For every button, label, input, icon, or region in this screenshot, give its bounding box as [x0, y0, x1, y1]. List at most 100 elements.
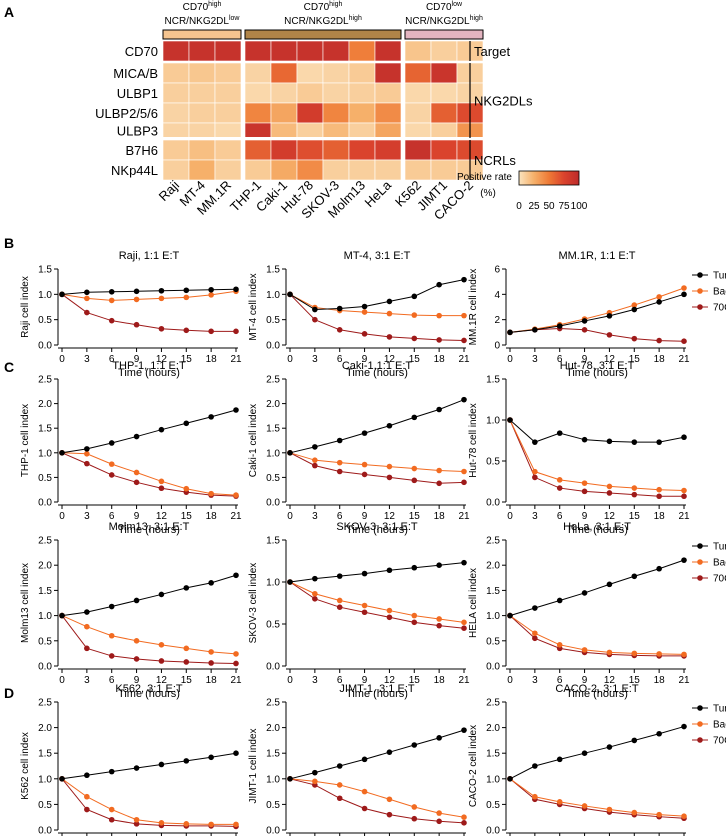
data-point-car [84, 645, 90, 652]
data-point-tumor [59, 612, 65, 619]
y-axis-label: JIMT-1 cell index [248, 728, 259, 803]
y-tick-label: 1.5 [38, 265, 52, 276]
data-point-backbone [108, 297, 115, 304]
data-point-car [436, 480, 442, 487]
y-tick-label: 2.5 [486, 698, 500, 709]
heatmap-cell [270, 102, 298, 124]
data-point-car [681, 493, 687, 500]
x-tick-label: 21 [230, 675, 242, 686]
y-tick-label: 2.5 [266, 698, 280, 709]
x-tick-label: 6 [337, 675, 343, 686]
group-label-line2: NCR/NKG2DLhigh [284, 15, 362, 27]
data-point-tumor [108, 603, 115, 610]
data-point-car [556, 485, 563, 491]
data-point-backbone [386, 796, 393, 803]
y-tick-label: 0.0 [486, 662, 500, 673]
y-tick-label: 1.5 [486, 586, 500, 597]
heatmap-cell [270, 40, 298, 62]
heatmap-cell [430, 62, 458, 84]
heatmap-cell [188, 122, 216, 139]
heatmap-cell [270, 82, 298, 104]
x-axis-label: Time (hours) [346, 367, 408, 379]
y-tick-label: 0.0 [266, 341, 280, 352]
data-point-tumor [532, 327, 538, 333]
heatmap-cell [162, 62, 190, 84]
data-point-car [436, 622, 442, 629]
data-point-backbone [436, 312, 442, 319]
x-tick-label: 6 [337, 354, 343, 365]
data-point-tumor [183, 287, 190, 294]
x-tick-label: 6 [557, 675, 563, 686]
x-tick-label: 18 [206, 354, 218, 365]
data-point-car [461, 337, 467, 344]
chart-title: CACO-2, 3:1 E:T [555, 683, 638, 695]
data-point-tumor [631, 573, 638, 580]
y-tick-label: 0.0 [266, 662, 280, 673]
x-tick-label: 18 [434, 675, 446, 686]
data-point-tumor [233, 750, 239, 756]
data-point-backbone [208, 649, 214, 655]
data-point-tumor [233, 572, 239, 579]
data-point-car [581, 488, 588, 495]
chart-title: THP-1, 1:1 E:T [112, 360, 186, 372]
chart-title: Hut-78, 3:1 E:T [560, 360, 635, 372]
y-tick-label: 1.5 [266, 536, 280, 547]
x-tick-label: 9 [582, 511, 588, 522]
heatmap-cell [374, 62, 402, 84]
chart-title: Raji, 1:1 E:T [119, 250, 180, 262]
x-tick-label: 9 [582, 354, 588, 365]
y-tick-label: 1.0 [266, 448, 280, 459]
x-tick-label: 3 [312, 511, 318, 522]
data-point-car [606, 490, 613, 496]
x-tick-label: 3 [84, 511, 90, 522]
series-line-tumor [61, 752, 237, 780]
heatmap-cell [430, 102, 458, 124]
data-point-tumor [532, 439, 538, 445]
data-point-car [208, 660, 214, 666]
heatmap-cell [270, 122, 298, 139]
x-tick-label: 21 [230, 354, 242, 365]
x-tick-label: 3 [532, 511, 538, 522]
heatmap-cell [322, 159, 350, 181]
y-tick-label: 0.5 [38, 315, 52, 326]
data-point-tumor [606, 581, 613, 588]
data-point-car [436, 818, 442, 825]
y-tick-label: 4 [494, 290, 500, 301]
heatmap-row-label: CD70 [125, 44, 158, 59]
data-point-car [656, 493, 662, 500]
data-point-car [158, 485, 165, 492]
data-point-backbone [386, 607, 393, 614]
data-point-car [233, 660, 239, 667]
x-tick-label: 0 [59, 354, 65, 365]
data-point-backbone [606, 649, 613, 656]
row-separator [163, 137, 483, 140]
y-tick-label: 1.5 [38, 749, 52, 760]
data-point-backbone [411, 804, 418, 810]
data-point-tumor [461, 727, 467, 733]
data-point-backbone [631, 302, 638, 308]
data-point-backbone [386, 310, 393, 317]
y-axis-label: Caki-1 cell index [248, 404, 259, 477]
x-axis-label: Time (hours) [118, 524, 180, 536]
group-label-line1: CD70low [426, 1, 463, 13]
y-tick-label: 2.5 [486, 536, 500, 547]
x-tick-label: 0 [59, 675, 65, 686]
data-point-backbone [233, 492, 239, 498]
data-point-backbone [556, 799, 563, 805]
data-point-backbone [581, 803, 588, 809]
heatmap-cell [188, 40, 216, 62]
data-point-tumor [507, 417, 513, 423]
data-point-car [532, 635, 538, 642]
data-point-backbone [208, 490, 214, 497]
x-axis-label: Time (hours) [566, 524, 628, 536]
line-chart: CACO-2, 3:1 E:T0.00.51.01.52.02.50369121… [468, 683, 726, 836]
y-tick-label: 0.5 [266, 620, 280, 631]
y-tick-label: 1.5 [266, 749, 280, 760]
data-point-tumor [507, 776, 513, 782]
heatmap-cell [374, 102, 402, 124]
heatmap-cell [296, 139, 324, 161]
data-point-backbone [84, 793, 90, 800]
data-point-tumor [436, 735, 442, 741]
legend-marker-car [697, 575, 703, 581]
y-tick-label: 0.5 [38, 473, 52, 484]
